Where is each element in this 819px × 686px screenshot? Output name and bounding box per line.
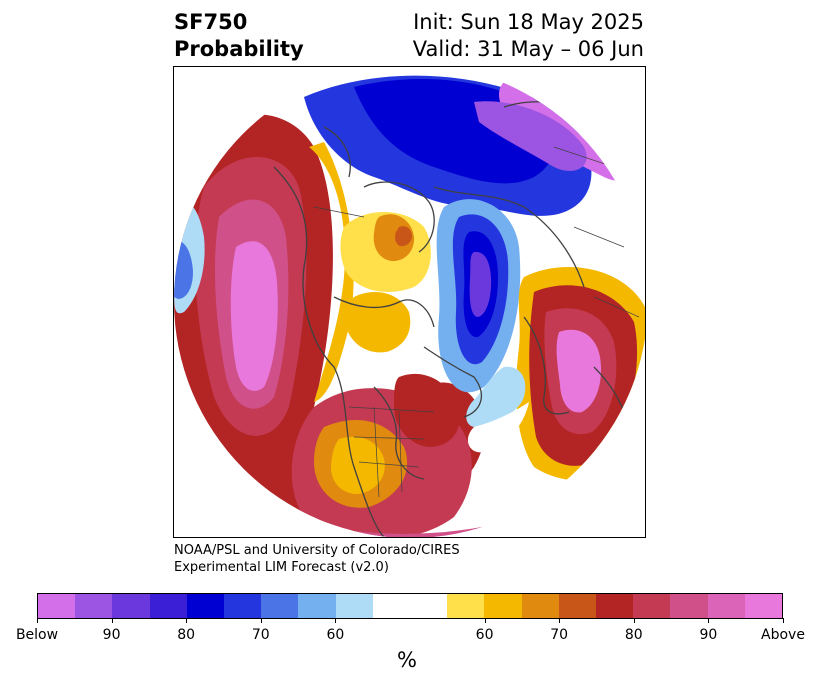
colorbar-tick-label: 80: [177, 627, 196, 643]
colorbar-tick-mark: [708, 618, 710, 623]
colorbar-tick-mark: [111, 618, 113, 623]
variable-label: SF750: [174, 10, 248, 34]
colorbar-tick-label: 60: [475, 627, 494, 643]
colorbar-segment-1: [75, 594, 113, 618]
colorbar-unit: %: [397, 648, 417, 672]
colorbar-segment-15: [596, 594, 634, 618]
colorbar-segment-14: [558, 594, 597, 618]
colorbar-segment-0: [38, 594, 76, 618]
colorbar-tick-label: 70: [251, 627, 270, 643]
colorbar-segment-8: [335, 594, 373, 618]
credit-text: NOAA/PSL and University of Colorado/CIRE…: [174, 542, 460, 576]
colorbar-segment-7: [298, 594, 336, 618]
colorbar-segment-18: [707, 594, 745, 618]
colorbar-tick-mark: [559, 618, 561, 623]
colorbar-segment-3: [149, 594, 187, 618]
colorbar-segment-9: [372, 594, 411, 618]
colorbar-segment-17: [670, 594, 708, 618]
colorbar-segment-5: [224, 594, 262, 618]
colorbar-tick-label: Above: [761, 627, 805, 643]
colorbar-tick-mark: [783, 618, 784, 623]
colorbar: [37, 593, 783, 619]
map-panel: [173, 66, 646, 538]
credit-line-2: Experimental LIM Forecast (v2.0): [174, 560, 389, 575]
plot-title-right: Init: Sun 18 May 2025 Valid: 31 May – 06…: [413, 9, 644, 63]
colorbar-tick-label: Below: [15, 627, 59, 643]
colorbar-segment-4: [186, 594, 225, 618]
init-date: Init: Sun 18 May 2025: [413, 10, 644, 34]
plot-title-left: SF750 Probability: [174, 9, 304, 63]
colorbar-segment-13: [521, 594, 559, 618]
colorbar-segment-2: [112, 594, 150, 618]
credit-line-1: NOAA/PSL and University of Colorado/CIRE…: [174, 543, 460, 558]
colorbar-tick-mark: [335, 618, 337, 623]
colorbar-tick-label: 90: [102, 627, 121, 643]
colorbar-segment-11: [447, 594, 485, 618]
colorbar-tick-label: 80: [624, 627, 643, 643]
colorbar-segment-16: [633, 594, 671, 618]
colorbar-segment-6: [261, 594, 299, 618]
colorbar-tick-label: 90: [699, 627, 718, 643]
product-label: Probability: [174, 37, 304, 61]
polar-map: [174, 67, 645, 537]
colorbar-tick-label: 70: [550, 627, 569, 643]
colorbar-tick-mark: [484, 618, 486, 623]
colorbar-tick-mark: [186, 618, 188, 623]
colorbar-segment-10: [410, 594, 448, 618]
colorbar-tick-mark: [260, 618, 262, 623]
valid-range: Valid: 31 May – 06 Jun: [412, 37, 644, 61]
colorbar-segment-19: [744, 594, 783, 618]
colorbar-tick-mark: [633, 618, 635, 623]
colorbar-tick-label: 60: [326, 627, 345, 643]
colorbar-segment-12: [484, 594, 522, 618]
colorbar-tick-mark: [37, 618, 38, 623]
